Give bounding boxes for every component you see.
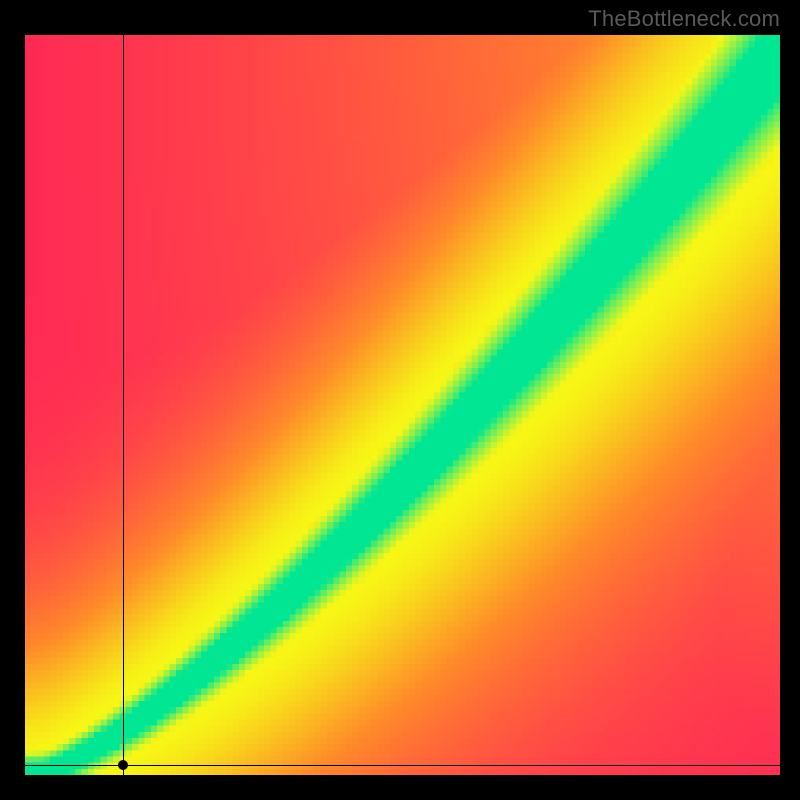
watermark-label: TheBottleneck.com bbox=[588, 6, 780, 32]
heatmap-canvas bbox=[25, 35, 780, 775]
heatmap-plot bbox=[25, 35, 780, 775]
